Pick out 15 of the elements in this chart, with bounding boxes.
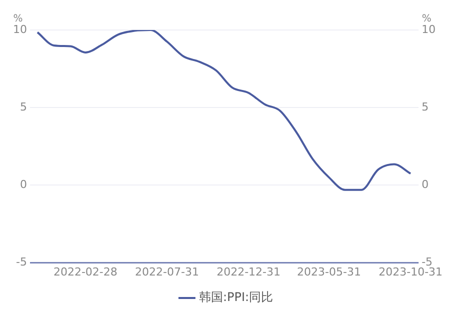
x-tick-label: 2022-07-31 <box>135 265 199 278</box>
y-tick-label: 10 <box>12 22 27 36</box>
y-tick-label: 5 <box>20 100 27 114</box>
y2-axis-title: % <box>422 14 432 25</box>
y2-tick-label: 0 <box>422 178 429 192</box>
y-axis-title: % <box>13 14 23 25</box>
x-tick-label: 2022-12-31 <box>216 265 281 278</box>
line-series <box>36 30 412 191</box>
y-tick-label: 0 <box>20 178 27 192</box>
y2-tick-label: 5 <box>422 100 429 114</box>
y2-tick-label: 10 <box>422 22 436 36</box>
x-tick-label: 2023-05-31 <box>297 265 361 278</box>
legend-label: 韩国:PPI:同比 <box>198 290 274 304</box>
x-tick-label: 2022-02-28 <box>53 265 118 278</box>
y-tick-label: -5 <box>16 256 27 269</box>
